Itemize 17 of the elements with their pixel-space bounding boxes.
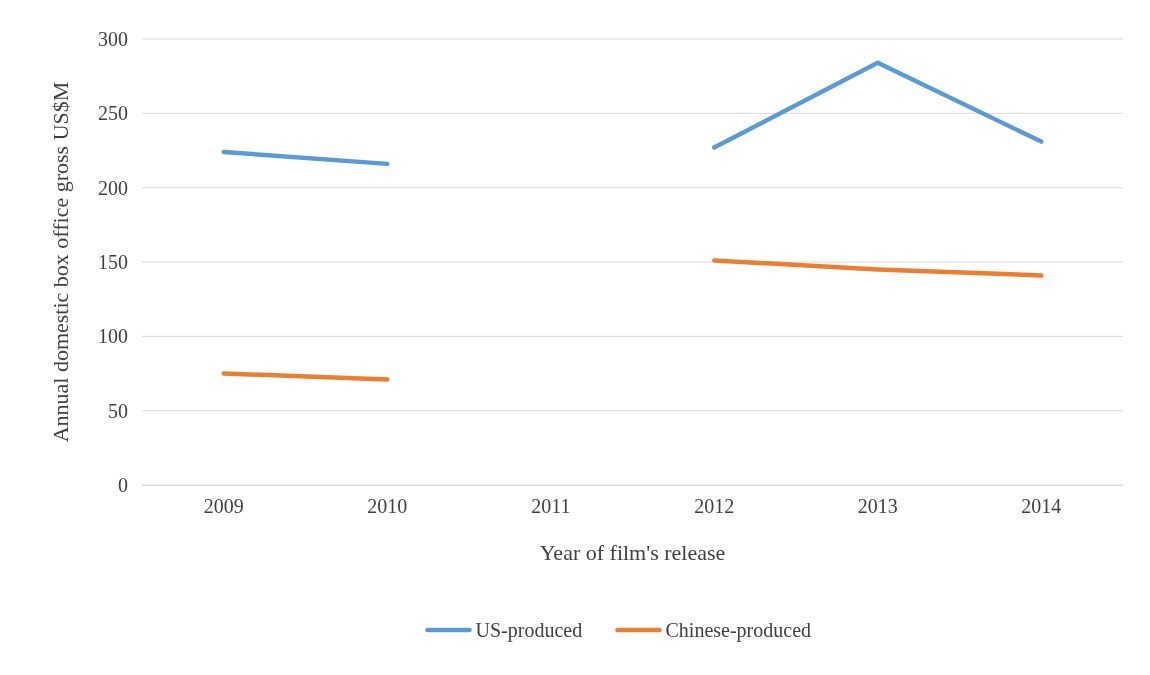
y-tick-label: 250: [98, 102, 128, 125]
y-tick-label: 300: [98, 27, 128, 50]
legend-label: Chinese-produced: [665, 619, 812, 642]
y-tick-label: 100: [98, 325, 128, 348]
x-tick-label: 2013: [857, 495, 898, 518]
x-tick-label: 2011: [531, 495, 571, 518]
x-tick-label: 2010: [367, 495, 408, 518]
legend-label: US-produced: [475, 619, 583, 642]
y-axis-title: Annual domestic box office gross US$M: [48, 81, 73, 443]
x-tick-label: 2012: [694, 495, 735, 518]
x-tick-label: 2009: [203, 495, 244, 518]
x-tick-label: 2014: [1021, 495, 1062, 518]
y-tick-label: 0: [118, 473, 128, 496]
x-axis-title: Year of film's release: [539, 540, 726, 565]
y-tick-label: 150: [98, 250, 128, 273]
y-tick-label: 200: [98, 176, 128, 199]
y-tick-label: 50: [108, 399, 128, 422]
